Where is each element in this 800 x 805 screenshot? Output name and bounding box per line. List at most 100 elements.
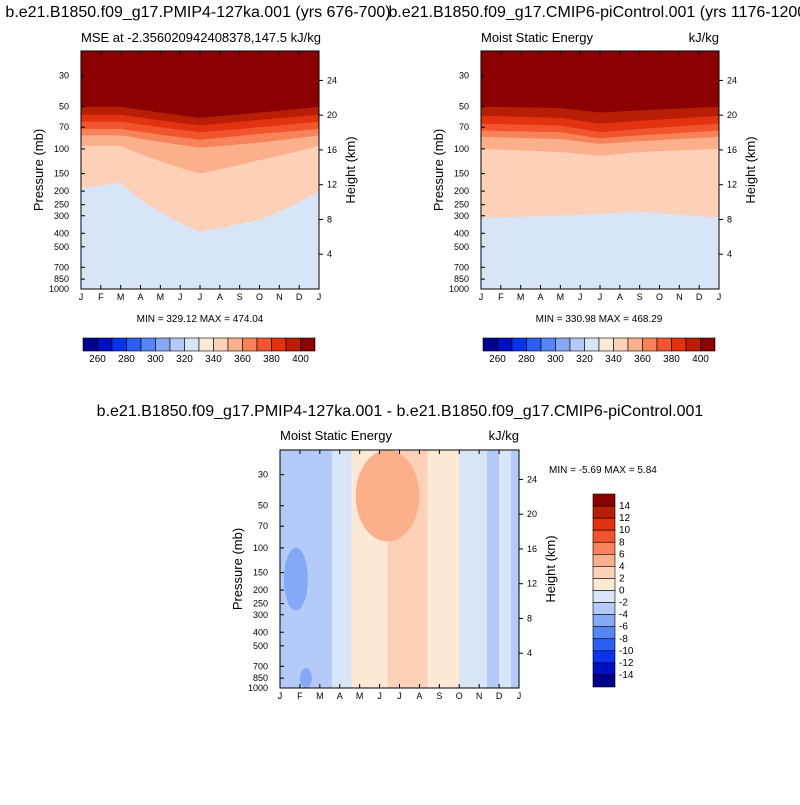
y-tick-label: 200 [253, 585, 268, 595]
panel3-units-label: kJ/kg [489, 428, 519, 443]
colorbar-label: 320 [176, 354, 193, 365]
x-tick-label: J [198, 292, 203, 302]
x-tick-label: N [476, 691, 483, 701]
colorbar-label: -12 [619, 658, 634, 669]
panel1-title: b.e21.B1850.f09_g17.PMIP4-127ka.001 (yrs… [5, 4, 390, 21]
y-right-tick-label: 16 [327, 145, 337, 155]
colorbar-swatch [126, 337, 142, 352]
colorbar-swatch [140, 337, 156, 352]
x-tick-label: F [297, 691, 303, 701]
colorbar-label: -2 [619, 598, 628, 609]
colorbar-swatch [592, 614, 616, 627]
colorbar-label: 260 [89, 354, 106, 365]
y-tick-label: 850 [54, 274, 69, 284]
y-right-tick-label: 24 [727, 75, 737, 85]
colorbar-label: 380 [663, 354, 680, 365]
y-right-tick-label: 4 [327, 249, 332, 259]
y-right-tick-label: 8 [527, 613, 532, 623]
x-tick-label: M [517, 292, 525, 302]
x-tick-label: A [617, 292, 623, 302]
colorbar-label: 8 [619, 537, 625, 548]
colorbar-label: 2 [619, 573, 625, 584]
colorbar-swatch [592, 590, 616, 603]
y-tick-label: 70 [59, 122, 69, 132]
y-axis-label: Pressure (mb) [431, 129, 446, 211]
colorbar-label: 260 [489, 354, 506, 365]
colorbar-swatch [592, 650, 616, 664]
colorbar-label: 280 [118, 354, 135, 365]
panel-picontrol: b.e21.B1850.f09_g17.CMIP6-piControl.001 … [388, 4, 800, 365]
y-tick-label: 100 [454, 144, 469, 154]
colorbar-swatch [555, 337, 571, 352]
y-tick-label: 400 [54, 228, 69, 238]
colorbar-label: 6 [619, 549, 625, 560]
y-tick-label: 300 [454, 211, 469, 221]
colorbar-label: 360 [234, 354, 251, 365]
x-tick-label: J [717, 292, 722, 302]
colorbar-swatch [671, 337, 687, 352]
diff-column [469, 450, 488, 688]
colorbar-swatch [198, 337, 214, 352]
diff-feature [299, 668, 312, 688]
x-tick-label: D [696, 292, 703, 302]
y-tick-label: 700 [253, 661, 268, 671]
y-tick-label: 150 [253, 568, 268, 578]
diff-feature [283, 547, 308, 611]
colorbar-swatch [213, 337, 229, 352]
x-tick-label: A [337, 691, 343, 701]
x-tick-label: O [256, 292, 263, 302]
y-tick-label: 400 [454, 228, 469, 238]
x-tick-label: N [276, 292, 283, 302]
x-tick-label: J [397, 691, 402, 701]
x-tick-label: J [278, 691, 283, 701]
colorbar-swatch [526, 337, 542, 352]
panel2-units-label: kJ/kg [689, 30, 719, 45]
colorbar-label: 340 [605, 354, 622, 365]
colorbar-swatch [285, 337, 301, 352]
colorbar-label: 400 [292, 354, 309, 365]
x-tick-label: J [377, 691, 382, 701]
y-tick-label: 250 [253, 599, 268, 609]
diff-column [339, 450, 353, 688]
colorbar-swatch [592, 662, 616, 676]
y-tick-label: 250 [54, 200, 69, 210]
y-tick-label: 100 [253, 543, 268, 553]
y-right-tick-label: 20 [327, 110, 337, 120]
x-tick-label: A [217, 292, 223, 302]
colorbar-swatch [511, 337, 527, 352]
colorbar-label: -8 [619, 634, 628, 645]
y-tick-label: 50 [59, 102, 69, 112]
colorbar-swatch [256, 337, 272, 352]
colorbar-swatch [656, 337, 672, 352]
colorbar-swatch [184, 337, 200, 352]
diff-column [511, 450, 520, 688]
y-tick-label: 30 [59, 71, 69, 81]
colorbar-label: 360 [634, 354, 651, 365]
colorbar-label: 4 [619, 561, 625, 572]
colorbar-swatch [97, 337, 113, 352]
colorbar-label: 300 [547, 354, 564, 365]
colorbar-swatch [482, 337, 498, 352]
colorbar-swatch [155, 337, 171, 352]
x-tick-label: O [656, 292, 663, 302]
y-tick-label: 1000 [449, 284, 469, 294]
colorbar-swatch [592, 638, 616, 652]
y-tick-label: 150 [454, 169, 469, 179]
colorbar-swatch [592, 541, 616, 555]
diff-column [319, 450, 333, 688]
colorbar-swatch [82, 337, 98, 352]
panel1-min-max: MIN = 329.12 MAX = 474.04 [137, 314, 264, 325]
colorbar-swatch [111, 337, 127, 352]
x-tick-label: A [137, 292, 143, 302]
y-right-tick-label: 4 [527, 648, 532, 658]
y-tick-label: 400 [253, 627, 268, 637]
colorbar-label: 300 [147, 354, 164, 365]
colorbar-swatch [242, 337, 258, 352]
diff-column [487, 450, 500, 688]
panel3-variable-label: Moist Static Energy [280, 428, 392, 443]
y-tick-label: 200 [454, 186, 469, 196]
colorbar-swatch [592, 554, 616, 567]
